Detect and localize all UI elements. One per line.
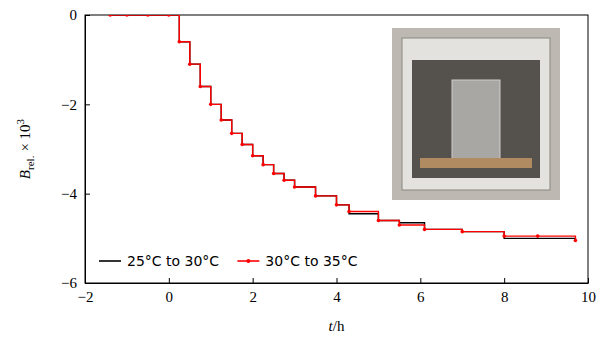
series-marker bbox=[188, 62, 192, 66]
series-marker bbox=[282, 178, 286, 182]
y-tick: −4 bbox=[61, 186, 90, 202]
x-tick-label: −2 bbox=[78, 289, 94, 305]
series-marker bbox=[502, 234, 506, 238]
series-marker bbox=[251, 154, 255, 158]
inset-photo bbox=[392, 28, 560, 200]
photo-chamber bbox=[412, 60, 540, 178]
y-tick-mark bbox=[85, 104, 90, 105]
series-marker bbox=[178, 40, 182, 44]
legend-swatch bbox=[99, 260, 121, 262]
photo-background bbox=[392, 28, 560, 200]
x-title-part: /h bbox=[333, 318, 345, 334]
y-title-part: × 10 bbox=[17, 124, 33, 151]
series-marker bbox=[423, 228, 427, 232]
y-tick-label: −4 bbox=[61, 186, 77, 202]
x-tick-label: 10 bbox=[581, 289, 596, 305]
series-marker bbox=[460, 230, 464, 234]
plot-frame bbox=[85, 15, 588, 283]
y-tick-label: −6 bbox=[61, 275, 77, 291]
series-marker bbox=[335, 203, 339, 207]
series-marker bbox=[198, 85, 202, 89]
legend-marker bbox=[246, 259, 250, 263]
legend-background bbox=[93, 250, 364, 272]
x-tick: 6 bbox=[417, 278, 425, 305]
photo-board bbox=[420, 158, 532, 168]
legend-entry: 25°C to 30°C bbox=[99, 253, 219, 269]
x-axis: −2 0 2 4 6 8 10 bbox=[78, 278, 596, 305]
series-marker bbox=[574, 239, 578, 243]
x-tick-label: 2 bbox=[249, 289, 257, 305]
series-line bbox=[110, 15, 575, 241]
series-marker bbox=[398, 223, 402, 227]
y-tick-label: 0 bbox=[70, 7, 78, 23]
y-tick: −2 bbox=[61, 97, 90, 113]
series-marker bbox=[167, 15, 171, 17]
series-marker bbox=[314, 194, 318, 198]
series-marker bbox=[230, 132, 234, 136]
series-marker bbox=[219, 118, 223, 122]
series-marker bbox=[108, 15, 112, 17]
x-tick-mark bbox=[169, 278, 170, 283]
x-tick: 8 bbox=[501, 278, 509, 305]
y-title-part: rel. bbox=[24, 155, 36, 170]
series-marker bbox=[146, 15, 150, 17]
y-tick-label: −2 bbox=[61, 97, 77, 113]
y-title-part: 3 bbox=[14, 118, 26, 124]
x-tick: 0 bbox=[166, 278, 174, 305]
series-marker bbox=[240, 143, 244, 147]
x-tick: 4 bbox=[333, 278, 341, 305]
series-marker bbox=[347, 210, 351, 214]
x-tick-mark bbox=[420, 278, 421, 283]
legend: 25°C to 30°C 30°C to 35°C bbox=[93, 250, 364, 272]
chart: −2 0 2 4 6 8 10 −6 −4 −2 0 t/h Brel. × 103 25°C to 30°… bbox=[0, 0, 608, 339]
series-marker bbox=[125, 15, 129, 17]
y-axis: −6 −4 −2 0 bbox=[61, 7, 90, 291]
x-tick-label: 6 bbox=[417, 289, 425, 305]
series-marker bbox=[272, 172, 276, 176]
x-tick-mark bbox=[253, 278, 254, 283]
plot-area bbox=[108, 15, 577, 242]
x-tick-mark bbox=[337, 278, 338, 283]
photo-cylinder bbox=[452, 80, 500, 160]
legend-entry: 30°C to 35°C bbox=[237, 253, 357, 269]
x-tick-label: 0 bbox=[166, 289, 174, 305]
series-marker bbox=[377, 219, 381, 223]
x-axis-title: t/h bbox=[329, 318, 345, 334]
series-marker bbox=[536, 234, 540, 238]
legend-label: 30°C to 35°C bbox=[265, 253, 357, 269]
photo-oven bbox=[402, 38, 550, 190]
x-tick-mark bbox=[504, 278, 505, 283]
x-tick-label: 4 bbox=[333, 289, 341, 305]
y-tick-mark bbox=[85, 194, 90, 195]
x-tick: 2 bbox=[249, 278, 257, 305]
series-marker bbox=[293, 185, 297, 189]
y-axis-title: Brel. × 103 bbox=[14, 118, 36, 179]
legend-label: 25°C to 30°C bbox=[127, 253, 219, 269]
series-line bbox=[110, 15, 575, 241]
y-title-part: B bbox=[17, 170, 33, 179]
series-marker bbox=[261, 163, 265, 167]
series-marker bbox=[209, 103, 213, 107]
x-tick-label: 8 bbox=[501, 289, 509, 305]
